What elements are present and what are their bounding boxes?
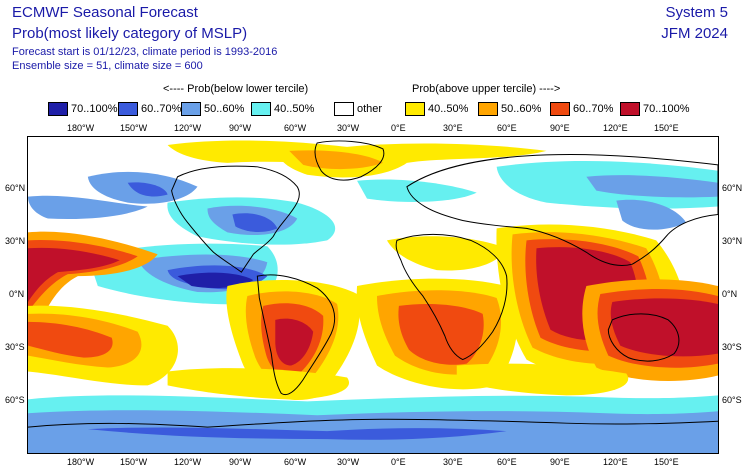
probability-area	[398, 304, 484, 365]
lat-label-right: 30°S	[722, 342, 742, 352]
legend-label: 40..50%	[274, 103, 315, 115]
lon-label-bottom: 0°E	[391, 457, 406, 467]
probability-area	[28, 247, 120, 302]
lon-label-bottom: 180°W	[67, 457, 95, 467]
probability-area	[456, 363, 629, 396]
legend-label: 70..100%	[71, 103, 118, 115]
probability-area	[127, 182, 168, 197]
legend-swatch	[405, 102, 425, 116]
coastlines	[28, 140, 718, 428]
legend-above-heading: Prob(above upper tercile) ---->	[412, 83, 561, 95]
lat-label-right: 60°S	[722, 395, 742, 405]
legend-item: 50..60%	[478, 101, 541, 117]
lat-label-right: 60°N	[722, 183, 743, 193]
lon-label-bottom: 30°W	[337, 457, 360, 467]
probability-area	[28, 195, 148, 219]
legend-label: other	[357, 103, 383, 115]
probability-map	[27, 136, 719, 454]
lat-label-right: 30°N	[722, 236, 743, 246]
lon-label-bottom: 30°E	[443, 457, 463, 467]
lon-label-top: 180°W	[67, 123, 95, 133]
probability-area	[386, 236, 507, 271]
lon-label-top: 150°W	[120, 123, 148, 133]
lat-label-right: 0°N	[722, 289, 738, 299]
lon-label-top: 120°W	[174, 123, 202, 133]
lat-label-left: 60°S	[5, 395, 25, 405]
legend-swatch	[48, 102, 68, 116]
legend-swatch	[334, 102, 354, 116]
legend-below-heading: <---- Prob(below lower tercile)	[163, 83, 309, 95]
probability-area	[177, 272, 254, 289]
legend-item: 40..50%	[405, 101, 468, 117]
season-label: JFM 2024	[661, 25, 728, 42]
legend-item: 60..70%	[550, 101, 613, 117]
legend-swatch	[620, 102, 640, 116]
lon-label-top: 30°W	[337, 123, 360, 133]
probability-shading	[28, 140, 718, 453]
lon-label-bottom: 60°W	[284, 457, 307, 467]
legend-swatch	[478, 102, 498, 116]
lon-label-top: 0°E	[391, 123, 406, 133]
legend-label: 60..70%	[141, 103, 182, 115]
lon-label-top: 90°W	[229, 123, 252, 133]
lat-label-left: 30°N	[5, 236, 26, 246]
probability-area	[87, 427, 507, 440]
lon-label-bottom: 150°W	[120, 457, 148, 467]
legend-label: 60..70%	[573, 103, 614, 115]
probability-area	[289, 150, 383, 170]
legend-swatch	[118, 102, 138, 116]
probability-area	[28, 321, 113, 358]
probability-area	[586, 175, 718, 198]
lon-label-top: 60°E	[497, 123, 517, 133]
probability-area	[167, 368, 350, 400]
legend-item: other	[334, 101, 382, 117]
figure-subtitle: Prob(most likely category of MSLP)	[12, 25, 248, 42]
legend-item: 70..100%	[620, 101, 689, 117]
forecast-start-info: Forecast start is 01/12/23, climate peri…	[12, 46, 278, 58]
lon-label-top: 150°E	[654, 123, 679, 133]
legend-label: 50..60%	[204, 103, 245, 115]
probability-area	[357, 179, 477, 202]
legend-swatch	[251, 102, 271, 116]
ensemble-info: Ensemble size = 51, climate size = 600	[12, 60, 203, 72]
probability-area	[610, 298, 718, 357]
legend-label: 70..100%	[643, 103, 690, 115]
legend-item: 70..100%	[48, 101, 117, 117]
lon-label-bottom: 60°E	[497, 457, 517, 467]
legend-swatch	[181, 102, 201, 116]
lat-label-left: 60°N	[5, 183, 26, 193]
figure-title: ECMWF Seasonal Forecast	[12, 4, 198, 21]
probability-area	[275, 318, 314, 366]
legend-label: 50..60%	[501, 103, 542, 115]
probability-area	[232, 213, 278, 233]
lon-label-top: 30°E	[443, 123, 463, 133]
legend-item: 40..50%	[251, 101, 314, 117]
system-label: System 5	[665, 4, 728, 21]
probability-area	[616, 199, 687, 230]
lon-label-top: 120°E	[603, 123, 628, 133]
lon-label-bottom: 90°W	[229, 457, 252, 467]
lat-label-left: 30°S	[5, 342, 25, 352]
legend-swatch	[550, 102, 570, 116]
legend-item: 50..60%	[181, 101, 244, 117]
lon-label-top: 90°E	[550, 123, 570, 133]
lon-label-bottom: 120°W	[174, 457, 202, 467]
legend-item: 60..70%	[118, 101, 181, 117]
legend-label: 40..50%	[428, 103, 469, 115]
lon-label-top: 60°W	[284, 123, 307, 133]
lon-label-bottom: 120°E	[603, 457, 628, 467]
lon-label-bottom: 150°E	[654, 457, 679, 467]
lon-label-bottom: 90°E	[550, 457, 570, 467]
lat-label-left: 0°N	[9, 289, 25, 299]
